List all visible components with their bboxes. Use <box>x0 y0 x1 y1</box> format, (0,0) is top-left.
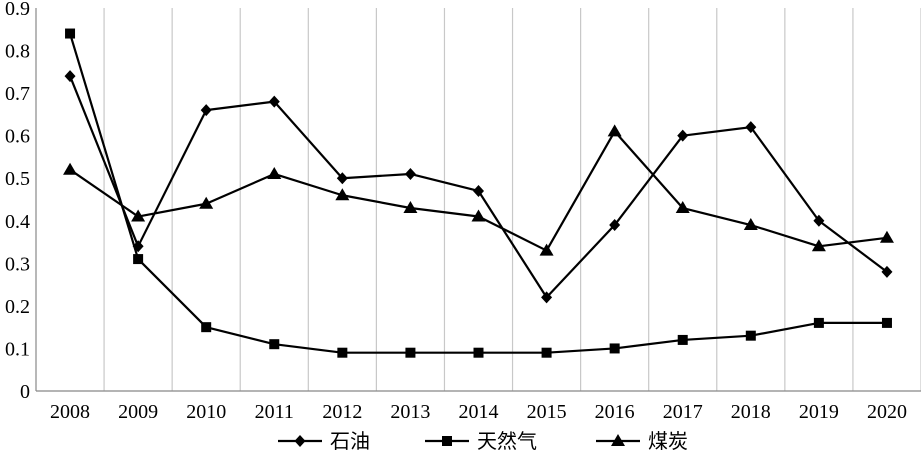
diamond-marker <box>200 104 212 117</box>
x-tick-label: 2009 <box>118 401 158 423</box>
square-marker <box>65 28 76 39</box>
legend-label: 石油 <box>330 429 370 453</box>
diamond-marker <box>813 214 825 227</box>
y-tick-label: 0.2 <box>5 296 30 318</box>
x-tick-label: 2016 <box>595 401 635 423</box>
y-tick-labels: 0 0.1 0.2 0.3 0.4 0.5 0.6 0.7 0.8 0.9 <box>5 0 30 403</box>
diamond-marker <box>404 167 416 180</box>
square-marker <box>881 317 892 328</box>
axes <box>35 8 921 392</box>
y-tick-label: 0.5 <box>5 168 30 190</box>
legend: 石油 天然气 煤炭 <box>278 429 688 453</box>
x-tick-label: 2019 <box>799 401 839 423</box>
square-marker <box>745 330 756 341</box>
legend-item: 煤炭 <box>596 429 688 453</box>
triangle-marker <box>743 218 758 231</box>
square-marker <box>269 339 280 350</box>
x-tick-label: 2017 <box>663 401 703 423</box>
legend-item: 石油 <box>278 429 370 453</box>
square-marker <box>133 254 144 265</box>
legend-label: 煤炭 <box>648 429 688 453</box>
diamond-marker <box>336 172 348 185</box>
y-tick-label: 0.7 <box>5 83 30 105</box>
triangle-marker <box>403 201 418 214</box>
diamond-marker <box>609 219 621 232</box>
diamond-marker <box>294 435 306 447</box>
series-1 <box>65 28 892 358</box>
x-tick-label: 2008 <box>50 401 90 423</box>
square-marker <box>541 347 552 358</box>
square-marker <box>405 347 416 358</box>
x-tick-label: 2020 <box>867 401 907 423</box>
y-tick-label: 0 <box>20 381 30 403</box>
triangle-marker <box>471 209 486 222</box>
triangle-marker <box>335 188 350 201</box>
x-tick-label: 2011 <box>255 401 294 423</box>
diamond-marker <box>881 265 893 278</box>
x-tick-label: 2010 <box>186 401 226 423</box>
y-tick-label: 0.6 <box>5 126 30 148</box>
x-tick-label: 2015 <box>527 401 567 423</box>
triangle-marker <box>611 434 625 446</box>
data-series <box>63 28 894 358</box>
diamond-marker <box>64 70 76 83</box>
square-marker <box>337 347 348 358</box>
diamond-marker <box>473 184 484 197</box>
y-tick-label: 0.4 <box>5 211 30 233</box>
series-2 <box>63 124 894 256</box>
square-marker <box>201 322 212 333</box>
square-marker <box>473 347 484 358</box>
square-marker <box>442 436 452 446</box>
triangle-marker <box>131 209 146 222</box>
x-tick-label: 2013 <box>390 401 430 423</box>
triangle-marker <box>267 166 282 179</box>
x-tick-label: 2012 <box>322 401 362 423</box>
diamond-marker <box>745 121 757 134</box>
diamond-marker <box>677 129 689 142</box>
legend-item: 天然气 <box>425 429 537 453</box>
y-tick-label: 0.9 <box>5 0 30 20</box>
square-marker <box>677 334 688 345</box>
x-tick-label: 2014 <box>459 401 499 423</box>
square-marker <box>609 343 620 354</box>
x-tick-label: 2018 <box>731 401 771 423</box>
triangle-marker <box>607 124 622 137</box>
legend-label: 天然气 <box>477 429 537 453</box>
triangle-marker <box>811 239 826 252</box>
triangle-marker <box>199 196 214 209</box>
vertical-gridlines <box>103 8 921 391</box>
x-tick-labels: 2008 2009 2010 2011 2012 2013 2014 2015 2016 2017… <box>50 401 907 423</box>
diamond-marker <box>268 95 280 108</box>
y-tick-label: 0.1 <box>5 338 30 360</box>
square-marker <box>813 317 824 328</box>
diamond-marker <box>541 291 553 304</box>
y-tick-label: 0.8 <box>5 41 30 63</box>
y-tick-label: 0.3 <box>5 253 30 275</box>
triangle-marker <box>539 243 554 256</box>
series-0 <box>64 70 893 304</box>
triangle-marker <box>63 162 78 175</box>
triangle-marker <box>879 230 894 243</box>
triangle-marker <box>675 201 690 214</box>
